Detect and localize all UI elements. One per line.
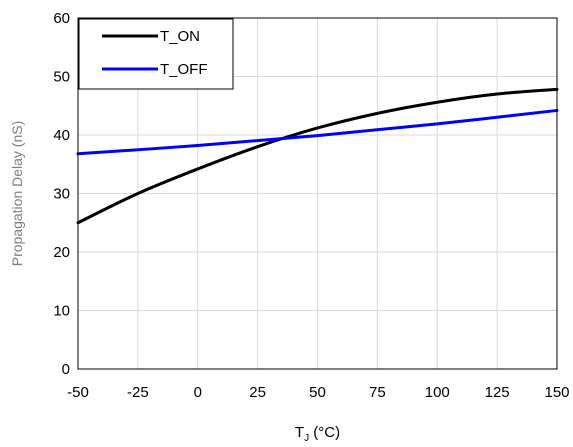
series-line-t-on — [76, 87, 559, 225]
legend-box — [78, 18, 234, 90]
x-tick-label: 0 — [194, 384, 202, 401]
legend: T_ON T_OFF — [78, 18, 234, 90]
x-tick-label: 125 — [485, 384, 510, 401]
x-tick-label: 25 — [249, 384, 266, 401]
y-tick-label: 20 — [53, 244, 70, 261]
y-tick-label: 10 — [53, 303, 70, 320]
series-line-t-off — [76, 108, 559, 156]
tick-labels: -50 -25 0 25 50 75 100 125 150 0 10 20 30 40 50 60 — [53, 10, 569, 401]
x-axis-title-subscript: J — [304, 433, 309, 444]
x-axis-title: TJ (°C) — [295, 424, 340, 444]
x-axis-title-main: T — [295, 424, 304, 441]
x-tick-label: -50 — [67, 384, 89, 401]
x-tick-label: 50 — [309, 384, 326, 401]
x-tick-label: 150 — [544, 384, 569, 401]
x-tick-label: 75 — [369, 384, 386, 401]
x-tick-label: -25 — [127, 384, 149, 401]
y-tick-label: 0 — [62, 361, 70, 378]
y-tick-label: 50 — [53, 69, 70, 86]
y-axis-title: Propagation Delay (nS) — [9, 121, 25, 267]
x-tick-label: 100 — [425, 384, 450, 401]
plot-area-border — [77, 17, 558, 370]
y-tick-label: 30 — [53, 186, 70, 203]
legend-label: T_ON — [160, 28, 200, 45]
series-layer — [76, 87, 559, 225]
legend-label: T_OFF — [160, 61, 208, 78]
x-axis-title-unit: (°C) — [309, 424, 340, 441]
y-tick-label: 40 — [53, 127, 70, 144]
y-tick-label: 60 — [53, 10, 70, 27]
